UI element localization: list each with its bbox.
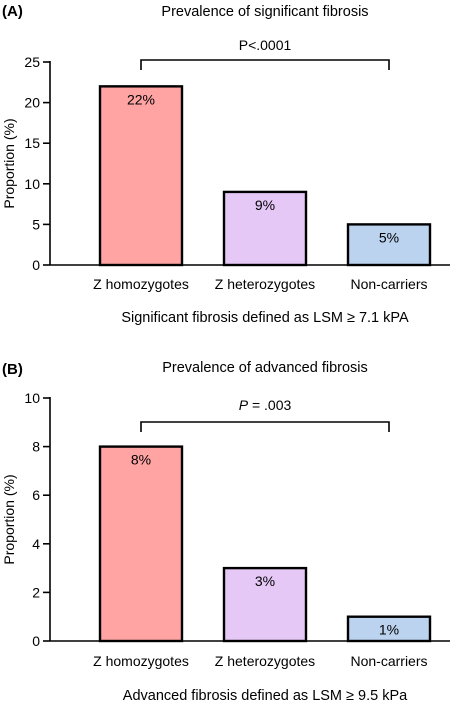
chart-panel-1: (A) Prevalence of significant fibrosis 0 5 1… <box>1 3 450 326</box>
x-tick-label: Z heterozygotes <box>215 276 315 292</box>
significance-bracket <box>140 59 390 70</box>
data-label: 22% <box>127 91 155 107</box>
p-value: = .003 <box>248 397 291 413</box>
significance-bracket <box>140 421 390 432</box>
bar-2 <box>222 190 308 267</box>
x-tick-label: Z homozygotes <box>93 276 189 292</box>
x-tick-label: Non-carriers <box>350 276 427 292</box>
y-axis-label: Proportion (%) <box>1 474 17 564</box>
y-tick-label: 10 <box>24 176 40 192</box>
bar-1 <box>98 445 184 643</box>
y-tick-label: 25 <box>24 54 40 70</box>
bar-3 <box>346 615 432 643</box>
panel-label: (B) <box>2 361 23 378</box>
y-tick-label: 10 <box>24 390 40 406</box>
bar-1 <box>98 85 184 267</box>
p-value: <.0001 <box>248 37 291 53</box>
bar-2 <box>222 566 308 643</box>
significance-label: P = .003 <box>239 397 292 413</box>
x-tick-label: Z homozygotes <box>93 653 189 669</box>
y-tick-label: 2 <box>32 584 40 600</box>
x-tick-label: Z heterozygotes <box>215 653 315 669</box>
y-tick-label: 5 <box>32 216 40 232</box>
x-tick-label: Non-carriers <box>350 653 427 669</box>
chart-panel-2: (B) Prevalence of advanced fibrosis 0 2 4 6 8 1… <box>1 360 450 704</box>
chart-title: Prevalence of significant fibrosis <box>161 4 368 20</box>
y-axis-label: Proportion (%) <box>1 118 17 208</box>
bar-3 <box>346 223 432 267</box>
data-label: 1% <box>379 622 399 638</box>
p-symbol: P <box>239 397 249 413</box>
y-tick-label: 20 <box>24 95 40 111</box>
significance-label: P<.0001 <box>239 37 292 53</box>
p-symbol: P <box>239 37 248 53</box>
chart-title: Prevalence of advanced fibrosis <box>162 360 368 376</box>
data-label: 8% <box>131 452 151 468</box>
y-tick-label: 15 <box>24 135 40 151</box>
chart-footnote: Advanced fibrosis defined as LSM ≥ 9.5 k… <box>123 688 408 704</box>
y-tick-label: 0 <box>32 257 40 273</box>
chart-footnote: Significant fibrosis defined as LSM ≥ 7.… <box>121 310 409 326</box>
panel-label: (A) <box>2 3 23 20</box>
data-label: 9% <box>255 197 275 213</box>
data-label: 3% <box>255 573 275 589</box>
y-tick-label: 8 <box>32 439 40 455</box>
y-tick-label: 6 <box>32 487 40 503</box>
data-label: 5% <box>379 229 399 245</box>
y-tick-label: 4 <box>32 536 40 552</box>
y-tick-label: 0 <box>32 633 40 649</box>
